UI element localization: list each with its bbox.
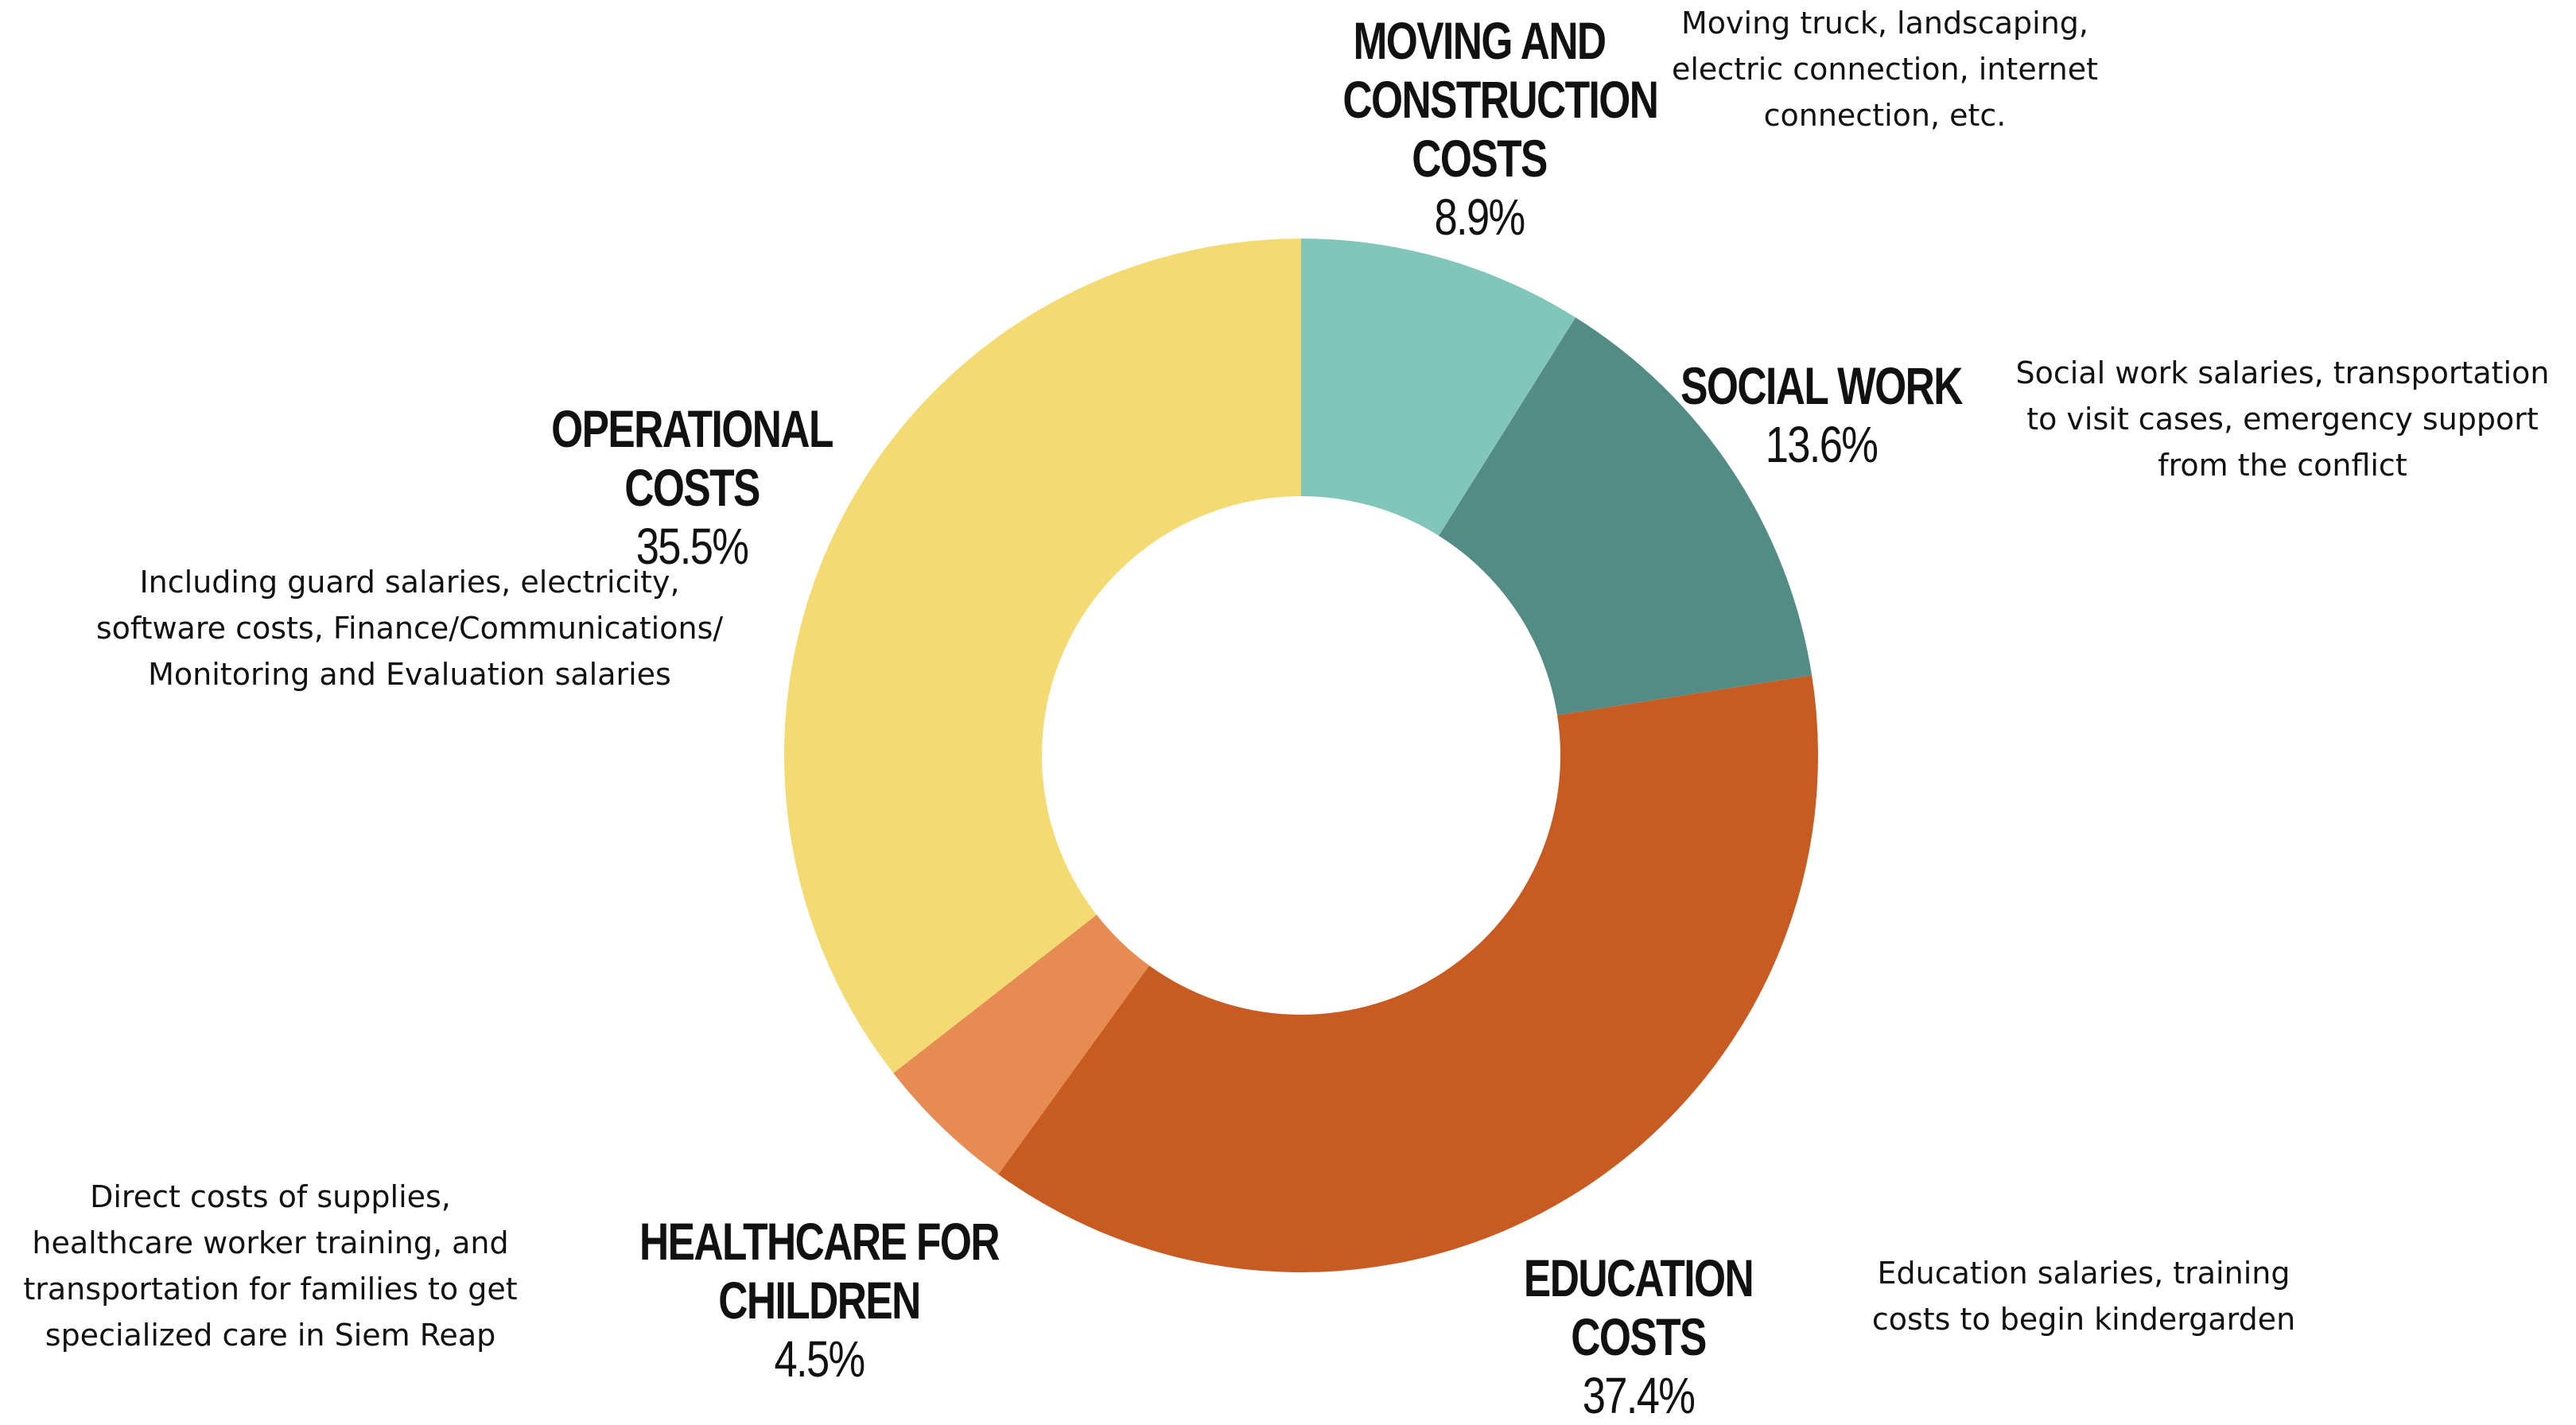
moving-label-group: Moving and Construction Costs 8.9%	[1304, 11, 1659, 247]
healthcare-percent: 4.5%	[774, 1330, 865, 1388]
operational-label-group: Operational Costs 35.5%	[445, 399, 938, 576]
healthcare-title: Healthcare for Children	[639, 1212, 1000, 1330]
education-description: Education salaries, training costs to be…	[1871, 1256, 2296, 1337]
social-description: Social work salaries, transportation to …	[2015, 355, 2550, 483]
operational-percent: 35.5%	[635, 518, 749, 575]
operational-description: Including guard salaries, electricity, s…	[95, 565, 724, 692]
moving-title: Moving and Construction Costs	[1342, 11, 1659, 188]
donut-chart	[784, 239, 1818, 1272]
social-label-group: Social Work 13.6%	[1630, 356, 2012, 474]
education-title: Education Costs	[1523, 1248, 1754, 1366]
education-label-group: Education Costs 37.4%	[1424, 1248, 1853, 1425]
social-title: Social Work	[1680, 356, 1963, 415]
slice-education	[998, 675, 1818, 1272]
moving-description: Moving truck, landscaping, electric conn…	[1671, 6, 2099, 133]
operational-title: Operational Costs	[551, 399, 833, 517]
healthcare-description: Direct costs of supplies, healthcare wor…	[23, 1179, 518, 1353]
slice-social	[1439, 317, 1813, 716]
slice-moving	[1301, 239, 1576, 536]
slice-healthcare	[893, 914, 1150, 1175]
social-percent: 13.6%	[1765, 416, 1879, 473]
education-percent: 37.4%	[1582, 1367, 1696, 1424]
moving-percent: 8.9%	[1434, 188, 1525, 246]
healthcare-label-group: Healthcare for Children 4.5%	[509, 1212, 1129, 1388]
slice-operational	[784, 239, 1301, 1074]
